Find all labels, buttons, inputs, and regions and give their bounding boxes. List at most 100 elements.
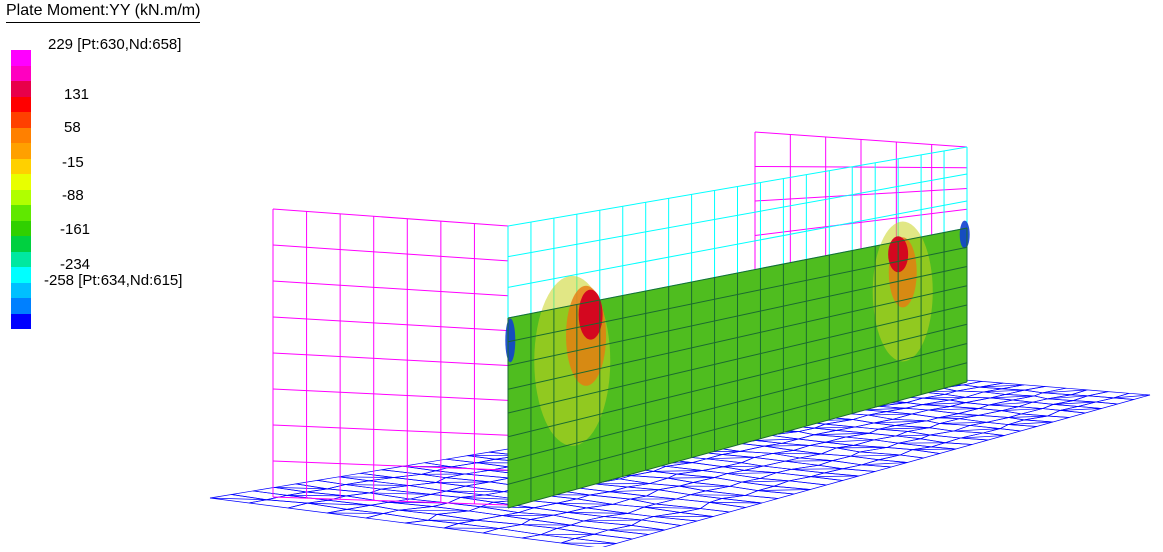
legend-color-band xyxy=(11,283,31,299)
slab-element xyxy=(854,440,898,448)
legend-color-band xyxy=(11,159,31,175)
slab-element xyxy=(798,435,845,443)
slab-element xyxy=(832,456,878,465)
contour-legend: Plate Moment:YY (kN.m/m) 229 [Pt:630,Nd:… xyxy=(0,0,260,300)
mesh-line xyxy=(755,167,967,168)
legend-color-band xyxy=(11,112,31,128)
legend-color-band xyxy=(11,50,31,66)
legend-color-band xyxy=(11,190,31,206)
legend-color-band xyxy=(11,298,31,314)
slab-element-diagonal xyxy=(436,482,490,483)
slab-element-diagonal xyxy=(913,449,956,450)
legend-color-band xyxy=(11,221,31,237)
slab-element-diagonal xyxy=(896,435,930,436)
slab-element xyxy=(794,445,837,453)
slab-element-diagonal xyxy=(727,473,776,474)
slab-element-diagonal xyxy=(923,397,966,398)
slab-element-diagonal xyxy=(1048,396,1088,399)
slab-element xyxy=(773,450,822,458)
slab-element xyxy=(950,403,989,409)
slab-element xyxy=(754,453,800,461)
slab-element xyxy=(499,525,557,535)
slab-element xyxy=(477,516,531,525)
contour-hot xyxy=(579,290,603,340)
slab-element xyxy=(405,520,458,528)
slab-element xyxy=(764,443,810,450)
legend-color-band xyxy=(11,205,31,221)
slab-element xyxy=(296,480,345,489)
slab-element xyxy=(632,520,681,530)
mesh-line xyxy=(273,209,508,226)
slab-element xyxy=(677,471,727,478)
slab-element xyxy=(742,478,789,486)
legend-value-label: 58 xyxy=(64,119,81,137)
slab-element xyxy=(868,412,912,420)
slab-element-diagonal xyxy=(339,477,394,478)
contour-cold xyxy=(960,221,970,249)
slab-element xyxy=(800,454,851,461)
legend-color-band xyxy=(11,174,31,190)
legend-value-label: -15 xyxy=(62,154,84,172)
slab-element xyxy=(763,461,818,469)
legend-value-label: -161 xyxy=(60,221,90,239)
slab-element xyxy=(680,509,729,517)
slab-element xyxy=(706,486,758,495)
mesh-line xyxy=(273,353,508,366)
slab-element xyxy=(658,486,705,495)
slab-element xyxy=(425,459,477,467)
slab-element xyxy=(879,455,924,463)
slab-element xyxy=(317,477,369,485)
left-wall-mesh xyxy=(273,209,508,505)
slab-element xyxy=(825,420,874,427)
slab-element xyxy=(446,456,495,463)
slab-element-diagonal xyxy=(851,455,900,456)
slab-element-diagonal xyxy=(561,543,616,544)
slab-element xyxy=(650,478,694,486)
slab-element xyxy=(722,495,778,503)
slab-element xyxy=(855,423,895,429)
slab-element xyxy=(789,477,842,485)
slab-element-diagonal xyxy=(399,510,469,511)
slab-element xyxy=(1048,410,1086,417)
slab-element xyxy=(522,535,575,543)
slab-element xyxy=(987,417,1024,424)
slab-element xyxy=(1019,402,1054,408)
slab-element-diagonal xyxy=(707,457,755,458)
slab-element xyxy=(437,511,502,520)
slab-element xyxy=(627,484,679,490)
slab-element xyxy=(409,482,465,491)
slab-element xyxy=(983,429,1020,436)
slab-element xyxy=(874,436,920,443)
legend-color-band xyxy=(11,314,31,330)
slab-element-diagonal xyxy=(785,461,832,462)
legend-value-label: 131 xyxy=(64,86,89,104)
slab-element xyxy=(853,415,893,423)
slab-element xyxy=(740,446,794,453)
legend-color-band xyxy=(11,252,31,268)
legend-min-label: -258 [Pt:634,Nd:615] xyxy=(44,272,182,290)
slab-element-diagonal xyxy=(758,490,810,491)
legend-color-band xyxy=(11,97,31,113)
legend-color-band xyxy=(11,66,31,82)
legend-title: Plate Moment:YY (kN.m/m) xyxy=(6,2,200,23)
slab-element-diagonal xyxy=(709,502,761,503)
slab-element xyxy=(860,447,913,454)
slab-element xyxy=(824,469,875,476)
slab-element-diagonal xyxy=(811,476,859,477)
legend-color-band xyxy=(11,81,31,97)
slab-element-diagonal xyxy=(756,439,799,440)
slab-element-diagonal xyxy=(287,495,346,496)
slab-element xyxy=(744,466,791,473)
slab-element xyxy=(702,467,744,474)
slab-element xyxy=(931,443,972,449)
slab-element xyxy=(945,438,988,444)
slab-element xyxy=(630,496,676,504)
slab-element xyxy=(908,428,954,435)
slab-element xyxy=(534,503,586,512)
slab-element xyxy=(231,491,287,500)
slab-element xyxy=(727,470,776,478)
slab-element xyxy=(965,392,1005,398)
slab-element-diagonal xyxy=(764,445,810,446)
legend-max-label: 229 [Pt:630,Nd:658] xyxy=(48,36,181,54)
slab-element-diagonal xyxy=(723,466,763,467)
